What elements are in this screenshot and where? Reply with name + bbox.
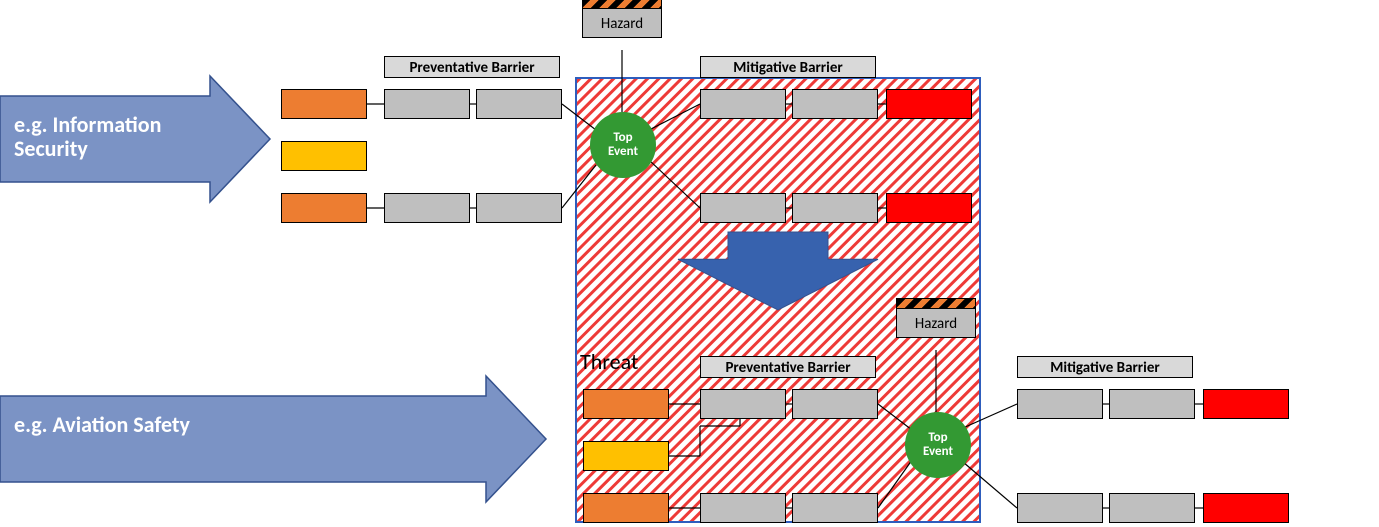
bottom-mitigative-header: Mitigative Barrier	[1017, 356, 1193, 378]
top-mitigative-header: Mitigative Barrier	[700, 56, 876, 78]
top-mitigative-bar-2	[700, 193, 786, 223]
top-hazard: Hazard	[582, 8, 662, 38]
bottom-consequence-bar-0	[1203, 389, 1289, 419]
bottom-preventative-bar-3	[792, 493, 878, 523]
bottom-mitigative-bar-2	[1017, 493, 1103, 523]
top-preventative-header: Preventative Barrier	[384, 56, 560, 78]
bottom-mitigative-bar-0	[1017, 389, 1103, 419]
top-top-event: TopEvent	[590, 112, 656, 178]
top-mitigative-bar-3	[792, 193, 878, 223]
top-mitigative-bar-0	[700, 89, 786, 119]
top-threat-bar-0	[281, 89, 367, 119]
bottom-hazard: Hazard	[896, 308, 976, 338]
bottom-mitigative-bar-3	[1109, 493, 1195, 523]
bottom-top-event: TopEvent	[905, 412, 971, 478]
bottom-threat-bar-1	[583, 441, 669, 471]
top-threat-bar-2	[281, 193, 367, 223]
bottom-preventative-bar-0	[700, 389, 786, 419]
diagram-svg	[0, 0, 1379, 527]
arrow-aviation-safety: e.g. Aviation Safety	[14, 413, 480, 437]
bottom-threat-bar-0	[583, 389, 669, 419]
arrow-info-security: e.g. InformationSecurity	[14, 113, 204, 161]
top-preventative-bar-2	[384, 193, 470, 223]
bottom-consequence-bar-1	[1203, 493, 1289, 523]
top-mitigative-bar-1	[792, 89, 878, 119]
top-consequence-bar-0	[886, 89, 972, 119]
top-threat-bar-1	[281, 141, 367, 171]
bottom-preventative-bar-1	[792, 389, 878, 419]
top-preventative-bar-0	[384, 89, 470, 119]
bottom-threat-bar-2	[583, 493, 669, 523]
threat-label: Threat	[580, 348, 638, 375]
top-consequence-bar-1	[886, 193, 972, 223]
bottom-mitigative-bar-1	[1109, 389, 1195, 419]
top-preventative-bar-3	[476, 193, 562, 223]
bottom-preventative-bar-2	[700, 493, 786, 523]
top-preventative-bar-1	[476, 89, 562, 119]
bottom-preventative-header: Preventative Barrier	[700, 356, 876, 378]
